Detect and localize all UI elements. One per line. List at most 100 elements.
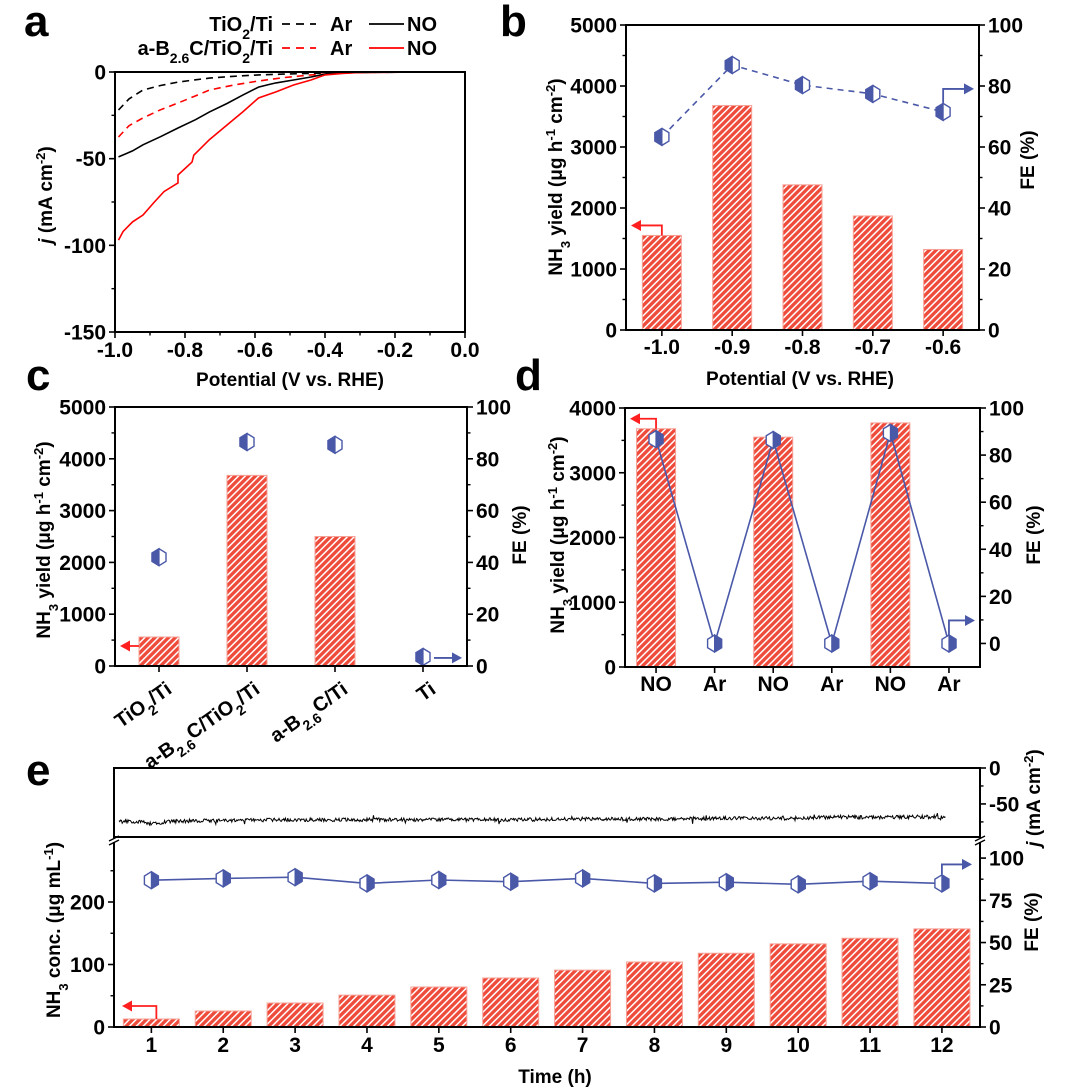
arrow-head [452,652,462,664]
right-y-axis-tick-label: 80 [988,76,1011,99]
fe-line [151,876,942,886]
bar [266,1002,324,1028]
bar-series [641,105,964,331]
fe-marker [934,873,950,893]
right-axis-indicator-arrow [942,83,974,103]
hexagon-marker-filled-half [222,868,231,888]
right-axis-indicator-arrow [434,652,462,664]
right-y-axis-tick-label: 0 [988,320,1000,343]
arrow-head [962,858,972,870]
legend: TiO2/Ti Ar NO a-B2.6C/TiO2/Ti Ar NO [138,14,437,66]
left-y-axis-title-segment: 3 [560,599,575,606]
axis-break-line [108,839,120,846]
x-axis-category-label: Ar [703,673,726,696]
right-y-axis-title-segment: FE (%) [1022,892,1043,951]
arrow-shaft [641,224,663,236]
left-y-axis-tick-label: 100 [70,954,105,977]
right-y-axis-title: FE (%) [1022,892,1043,951]
left-y-axis-title-segment: 3 [558,241,573,248]
left-y-axis-title-segment: cm [548,454,569,487]
right-y-axis-title: FE (%) [1024,505,1045,564]
x-axis-tick-label: 0.0 [450,339,479,362]
x-axis-category-label: TiO2/Ti [111,678,179,737]
left-y-axis-tick-label: 5000 [570,15,617,38]
y-axis-tick-label: -50 [76,148,106,171]
fe-marker [646,873,663,893]
hexagon-marker-filled-half [438,870,447,890]
hexagon-marker-filled-half [941,873,950,893]
x-axis-title-segment: Potential (V vs. RHE) [706,369,894,390]
legend-sample-label-segment: a-B [138,38,170,60]
x-axis-tick-label: -0.2 [377,339,413,362]
fe-marker [706,633,723,654]
bar [138,636,180,667]
axis-break-mark [974,835,986,846]
fe-marker [574,868,591,888]
fe-line [661,64,944,138]
hexagon-marker-filled-half [653,873,663,893]
left-y-axis-tick-label: 3000 [570,137,617,160]
panel-label-b: b [500,0,527,46]
right-y-axis-tick-label: 100 [989,848,1024,871]
bar [870,422,911,668]
left-y-axis-title-segment: ) [34,441,55,447]
left-y-axis-tick-label: 3000 [569,462,616,485]
arrow-head [965,614,975,626]
legend-entry-label: Ar [330,14,352,36]
bar [194,1010,252,1028]
arrow-head [964,83,974,95]
x-axis-title-segment: Potential (V vs. RHE) [196,370,384,391]
fe-series [654,55,951,147]
bar [769,943,827,1028]
x-axis-tick-label: 12 [930,1034,953,1057]
arrow-shaft [948,619,965,635]
axis-break-line [974,835,986,842]
current-y-axis-title-segment: -2 [1021,756,1036,768]
panel-label-d: d [515,351,542,400]
bar [841,937,899,1028]
current-density-trace [118,813,946,827]
left-y-axis-title-segment: NH [34,611,55,638]
hexagon-marker-filled-half [415,647,424,667]
current-y-axis-title: j (mA cm-2) [1021,749,1046,849]
hexagon-marker-filled-half [869,871,878,891]
x-axis-tick-label: 7 [577,1034,589,1057]
x-axis-title-segment: Time (h) [518,1067,592,1088]
left-y-axis-title-segment: cm [546,96,567,129]
fe-marker [718,872,734,892]
left-y-axis-title-segment: NH [44,991,65,1018]
y-axis-tick-label: -100 [64,235,106,258]
x-axis-tick-label: 6 [505,1034,517,1057]
left-y-axis-title-segment: 3 [46,604,61,611]
hexagon-marker-filled-half [150,870,159,890]
bar [554,969,612,1028]
x-axis-category-label: -0.8 [784,336,821,359]
right-y-axis-tick-label: 100 [988,15,1023,38]
left-y-axis-tick-label: 0 [604,657,616,680]
left-y-axis-title-segment: NH [546,248,567,275]
arrow-shaft [941,863,962,875]
legend-sample-label-segment: C/TiO [189,38,242,60]
left-y-axis-title-segment: conc. (μg mL [44,859,65,983]
bar [625,961,683,1028]
x-axis-category-label-segment: TiO [111,696,151,733]
x-axis-category-label-segment: Ti [413,678,440,706]
panel-b: 0 1000 2000 3000 4000 5000 0 20 40 60 80 100 -1.0 -0.… [543,15,1040,391]
bar [697,952,755,1028]
panel-label-e: e [26,746,50,795]
hexagon-marker-filled-half [831,633,840,654]
fe-marker [359,873,375,893]
hexagon-marker-filled-half [713,633,723,654]
fe-marker [151,547,167,567]
right-y-axis-title-segment: FE (%) [1018,130,1039,189]
x-axis-tick-label: 2 [217,1034,229,1057]
hexagon-marker-filled-half [654,127,663,147]
x-axis-tick-label: 5 [433,1034,445,1057]
x-axis-category-label: NO [640,673,672,696]
left-y-axis-title-segment: -2 [31,448,46,460]
right-y-axis-tick-label: 0 [989,1017,1001,1040]
fe-series [648,423,957,654]
left-y-axis-tick-label: 4000 [569,398,616,421]
left-y-axis-tick-label: 200 [70,892,105,915]
